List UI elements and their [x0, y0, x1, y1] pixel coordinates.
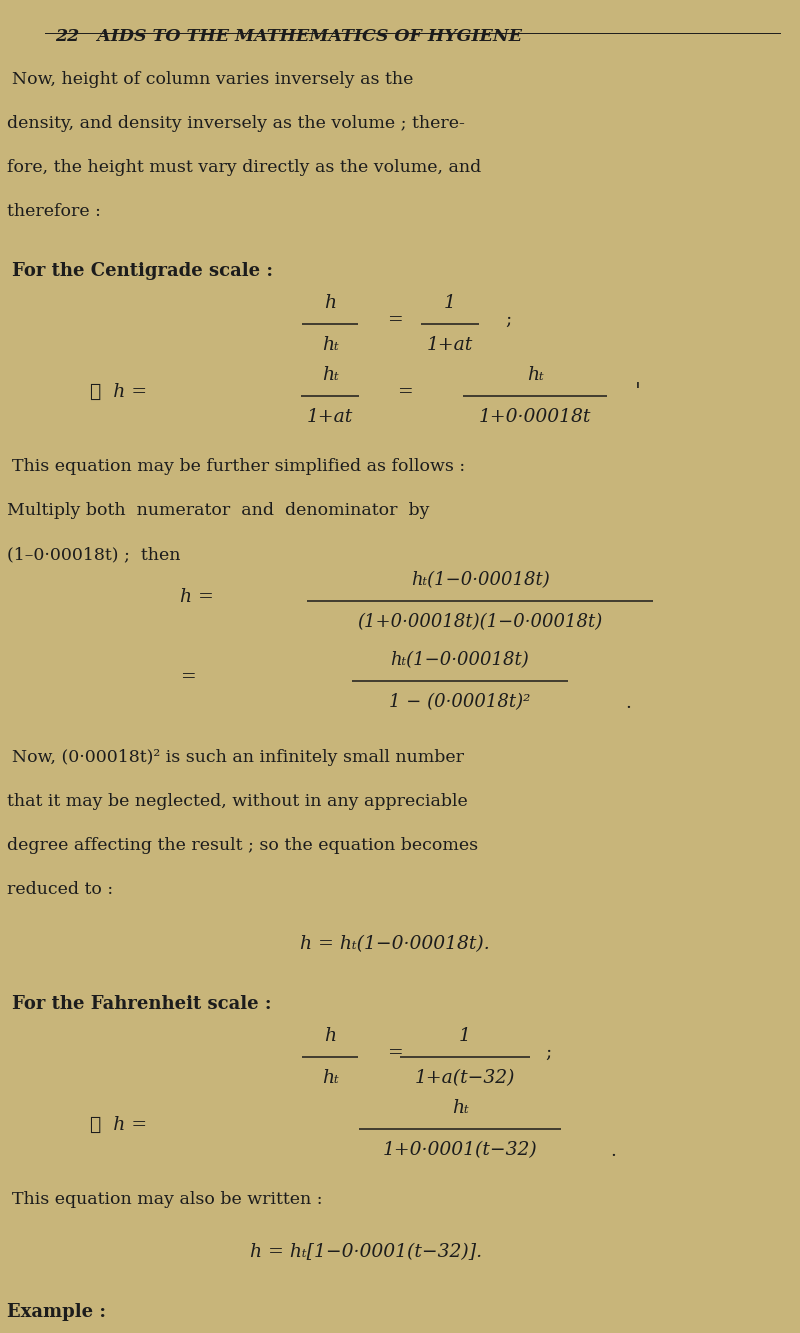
Text: =: = — [387, 1044, 403, 1062]
Text: h = hₜ[1−0·0001(t−32)].: h = hₜ[1−0·0001(t−32)]. — [250, 1242, 482, 1261]
Text: ∴  h =: ∴ h = — [90, 383, 147, 401]
Text: reduced to :: reduced to : — [7, 881, 113, 898]
Text: =: = — [387, 311, 403, 329]
Text: therefore :: therefore : — [7, 203, 101, 220]
Text: density, and density inversely as the volume ; there-: density, and density inversely as the vo… — [7, 115, 465, 132]
Text: 1+0·00018t: 1+0·00018t — [479, 408, 591, 427]
Text: hₜ: hₜ — [452, 1098, 468, 1117]
Text: hₜ(1−0·00018t): hₜ(1−0·00018t) — [390, 651, 530, 669]
Text: Multiply both  numerator  and  denominator  by: Multiply both numerator and denominator … — [7, 503, 430, 519]
Text: =: = — [397, 383, 413, 401]
Text: hₜ: hₜ — [322, 1069, 338, 1088]
Text: h: h — [324, 1026, 336, 1045]
Text: This equation may also be written :: This equation may also be written : — [12, 1190, 322, 1208]
Text: h: h — [324, 293, 336, 312]
Text: =: = — [180, 668, 196, 686]
Text: For the Fahrenheit scale :: For the Fahrenheit scale : — [12, 994, 271, 1013]
Text: 1+at: 1+at — [427, 336, 473, 355]
Text: hₜ: hₜ — [526, 365, 543, 384]
Text: .: . — [625, 694, 631, 712]
Text: ;: ; — [545, 1044, 551, 1062]
Text: 22   AIDS TO THE MATHEMATICS OF HYGIENE: 22 AIDS TO THE MATHEMATICS OF HYGIENE — [55, 28, 522, 45]
Text: 1+at: 1+at — [307, 408, 353, 427]
Text: ': ' — [635, 381, 641, 403]
Text: ∴  h =: ∴ h = — [90, 1116, 147, 1134]
Text: 1+0·0001(t−32): 1+0·0001(t−32) — [382, 1141, 538, 1160]
Text: (1+0·00018t)(1−0·00018t): (1+0·00018t)(1−0·00018t) — [358, 613, 602, 631]
Text: that it may be neglected, without in any appreciable: that it may be neglected, without in any… — [7, 793, 468, 810]
Text: Now, height of column varies inversely as the: Now, height of column varies inversely a… — [12, 71, 414, 88]
Text: h = hₜ(1−0·00018t).: h = hₜ(1−0·00018t). — [300, 934, 490, 953]
Text: hₜ(1−0·00018t): hₜ(1−0·00018t) — [410, 571, 550, 589]
Text: 1: 1 — [459, 1026, 471, 1045]
Text: 1 − (0·00018t)²: 1 − (0·00018t)² — [390, 693, 530, 710]
Text: Example :: Example : — [7, 1302, 106, 1321]
Text: .: . — [610, 1142, 616, 1160]
Text: For the Centigrade scale :: For the Centigrade scale : — [12, 263, 273, 280]
Text: Now, (0·00018t)² is such an infinitely small number: Now, (0·00018t)² is such an infinitely s… — [12, 749, 464, 766]
Text: This equation may be further simplified as follows :: This equation may be further simplified … — [12, 459, 465, 475]
Text: 1+a(t−32): 1+a(t−32) — [414, 1069, 515, 1088]
Text: 1: 1 — [444, 293, 456, 312]
Text: ;: ; — [505, 311, 511, 329]
Text: degree affecting the result ; so the equation becomes: degree affecting the result ; so the equ… — [7, 837, 478, 854]
Text: h =: h = — [180, 588, 214, 607]
Text: hₜ: hₜ — [322, 365, 338, 384]
Text: hₜ: hₜ — [322, 336, 338, 355]
Text: fore, the height must vary directly as the volume, and: fore, the height must vary directly as t… — [7, 159, 482, 176]
Text: (1–0·00018t) ;  then: (1–0·00018t) ; then — [7, 547, 181, 563]
